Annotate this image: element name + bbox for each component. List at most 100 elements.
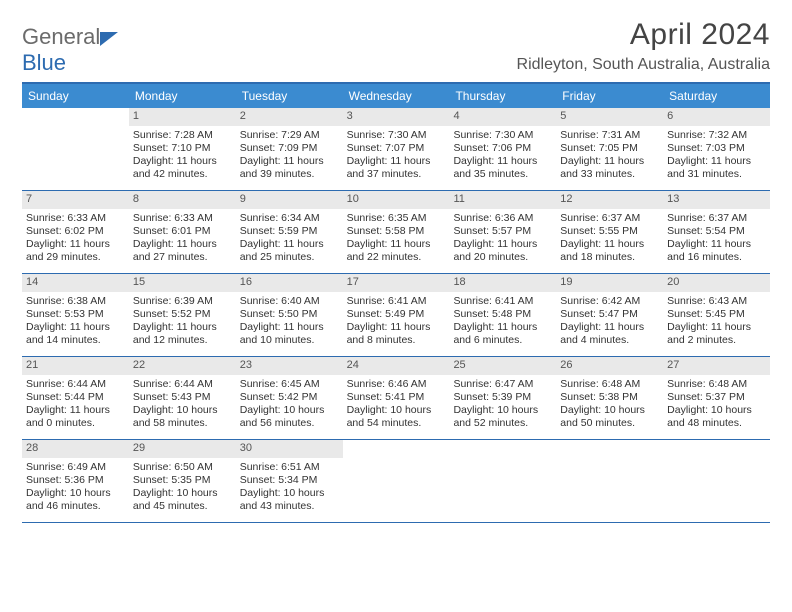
day-cell: 8 Sunrise: 6:33 AMSunset: 6:01 PMDaylight… <box>129 191 236 273</box>
day-of-week-header: Tuesday <box>236 84 343 108</box>
day-cell: 20Sunrise: 6:43 AMSunset: 5:45 PMDayligh… <box>663 274 770 356</box>
daylight-line: Daylight: 11 hours and 20 minutes. <box>453 238 552 264</box>
day-number: 30 <box>236 440 343 458</box>
sunset-line: Sunset: 5:55 PM <box>560 225 659 238</box>
day-number: 28 <box>22 440 129 458</box>
day-of-week-row: SundayMondayTuesdayWednesdayThursdayFrid… <box>22 84 770 108</box>
sunrise-line: Sunrise: 6:37 AM <box>667 212 766 225</box>
sunset-line: Sunset: 5:37 PM <box>667 391 766 404</box>
sunset-line: Sunset: 5:45 PM <box>667 308 766 321</box>
sunrise-line: Sunrise: 6:49 AM <box>26 461 125 474</box>
sunset-line: Sunset: 5:34 PM <box>240 474 339 487</box>
day-number: 2 <box>236 108 343 126</box>
day-cell: 11Sunrise: 6:36 AMSunset: 5:57 PMDayligh… <box>449 191 556 273</box>
day-cell: 30Sunrise: 6:51 AMSunset: 5:34 PMDayligh… <box>236 440 343 522</box>
day-number: 24 <box>343 357 450 375</box>
daylight-line: Daylight: 10 hours and 43 minutes. <box>240 487 339 513</box>
sunset-line: Sunset: 5:42 PM <box>240 391 339 404</box>
sunrise-line: Sunrise: 7:28 AM <box>133 129 232 142</box>
sunset-line: Sunset: 5:52 PM <box>133 308 232 321</box>
daylight-line: Daylight: 10 hours and 54 minutes. <box>347 404 446 430</box>
sunset-line: Sunset: 5:57 PM <box>453 225 552 238</box>
daylight-line: Daylight: 11 hours and 35 minutes. <box>453 155 552 181</box>
daylight-line: Daylight: 11 hours and 37 minutes. <box>347 155 446 181</box>
day-cell: 1 Sunrise: 7:28 AMSunset: 7:10 PMDaylight… <box>129 108 236 190</box>
day-cell: 22Sunrise: 6:44 AMSunset: 5:43 PMDayligh… <box>129 357 236 439</box>
day-cell: 3Sunrise: 7:30 AMSunset: 7:07 PMDaylight… <box>343 108 450 190</box>
sunrise-line: Sunrise: 6:37 AM <box>560 212 659 225</box>
day-cell: 2Sunrise: 7:29 AMSunset: 7:09 PMDaylight… <box>236 108 343 190</box>
daylight-line: Daylight: 11 hours and 10 minutes. <box>240 321 339 347</box>
sunset-line: Sunset: 5:48 PM <box>453 308 552 321</box>
sunset-line: Sunset: 7:07 PM <box>347 142 446 155</box>
daylight-line: Daylight: 11 hours and 33 minutes. <box>560 155 659 181</box>
sunset-line: Sunset: 5:54 PM <box>667 225 766 238</box>
sunrise-line: Sunrise: 7:31 AM <box>560 129 659 142</box>
daylight-line: Daylight: 10 hours and 58 minutes. <box>133 404 232 430</box>
brand-part1: General <box>22 24 100 49</box>
location-label: Ridleyton, South Australia, Australia <box>517 56 770 74</box>
sunrise-line: Sunrise: 6:47 AM <box>453 378 552 391</box>
sunrise-line: Sunrise: 6:48 AM <box>667 378 766 391</box>
daylight-line: Daylight: 11 hours and 27 minutes. <box>133 238 232 264</box>
sunset-line: Sunset: 6:01 PM <box>133 225 232 238</box>
day-number: 11 <box>449 191 556 209</box>
day-of-week-header: Sunday <box>22 84 129 108</box>
day-cell: 25Sunrise: 6:47 AMSunset: 5:39 PMDayligh… <box>449 357 556 439</box>
daylight-line: Daylight: 11 hours and 8 minutes. <box>347 321 446 347</box>
day-of-week-header: Friday <box>556 84 663 108</box>
day-number: 16 <box>236 274 343 292</box>
sunset-line: Sunset: 5:47 PM <box>560 308 659 321</box>
day-cell: 16Sunrise: 6:40 AMSunset: 5:50 PMDayligh… <box>236 274 343 356</box>
sunrise-line: Sunrise: 6:50 AM <box>133 461 232 474</box>
day-number: 8 <box>129 191 236 209</box>
daylight-line: Daylight: 10 hours and 52 minutes. <box>453 404 552 430</box>
daylight-line: Daylight: 11 hours and 0 minutes. <box>26 404 125 430</box>
sunrise-line: Sunrise: 7:32 AM <box>667 129 766 142</box>
day-cell: 10Sunrise: 6:35 AMSunset: 5:58 PMDayligh… <box>343 191 450 273</box>
daylight-line: Daylight: 10 hours and 56 minutes. <box>240 404 339 430</box>
day-number: 3 <box>343 108 450 126</box>
day-number: 18 <box>449 274 556 292</box>
sunset-line: Sunset: 7:10 PM <box>133 142 232 155</box>
daylight-line: Daylight: 11 hours and 42 minutes. <box>133 155 232 181</box>
daylight-line: Daylight: 11 hours and 39 minutes. <box>240 155 339 181</box>
day-cell: 26Sunrise: 6:48 AMSunset: 5:38 PMDayligh… <box>556 357 663 439</box>
brand-part2: Blue <box>22 50 66 75</box>
sunset-line: Sunset: 5:58 PM <box>347 225 446 238</box>
sunset-line: Sunset: 7:05 PM <box>560 142 659 155</box>
day-of-week-header: Wednesday <box>343 84 450 108</box>
header: GeneralBlue April 2024 Ridleyton, South … <box>22 18 770 76</box>
daylight-line: Daylight: 11 hours and 25 minutes. <box>240 238 339 264</box>
daylight-line: Daylight: 11 hours and 6 minutes. <box>453 321 552 347</box>
sunrise-line: Sunrise: 6:41 AM <box>453 295 552 308</box>
daylight-line: Daylight: 11 hours and 4 minutes. <box>560 321 659 347</box>
day-cell: 14Sunrise: 6:38 AMSunset: 5:53 PMDayligh… <box>22 274 129 356</box>
sunrise-line: Sunrise: 6:40 AM <box>240 295 339 308</box>
sunset-line: Sunset: 6:02 PM <box>26 225 125 238</box>
daylight-line: Daylight: 11 hours and 2 minutes. <box>667 321 766 347</box>
sunset-line: Sunset: 7:09 PM <box>240 142 339 155</box>
week-row: 14Sunrise: 6:38 AMSunset: 5:53 PMDayligh… <box>22 274 770 357</box>
sunrise-line: Sunrise: 6:34 AM <box>240 212 339 225</box>
daylight-line: Daylight: 11 hours and 29 minutes. <box>26 238 125 264</box>
day-cell <box>449 440 556 522</box>
daylight-line: Daylight: 11 hours and 31 minutes. <box>667 155 766 181</box>
brand-logo: GeneralBlue <box>22 24 118 76</box>
day-number: 29 <box>129 440 236 458</box>
brand-text: GeneralBlue <box>22 24 118 76</box>
day-cell: 18 Sunrise: 6:41 AMSunset: 5:48 PMDayligh… <box>449 274 556 356</box>
day-cell <box>556 440 663 522</box>
daylight-line: Daylight: 10 hours and 45 minutes. <box>133 487 232 513</box>
sunrise-line: Sunrise: 7:30 AM <box>453 129 552 142</box>
sunrise-line: Sunrise: 6:41 AM <box>347 295 446 308</box>
day-cell <box>343 440 450 522</box>
sunrise-line: Sunrise: 6:39 AM <box>133 295 232 308</box>
day-number: 1 <box>129 108 236 126</box>
day-of-week-header: Thursday <box>449 84 556 108</box>
day-cell: 6Sunrise: 7:32 AMSunset: 7:03 PMDaylight… <box>663 108 770 190</box>
sunrise-line: Sunrise: 6:33 AM <box>133 212 232 225</box>
daylight-line: Daylight: 11 hours and 12 minutes. <box>133 321 232 347</box>
day-cell: 29Sunrise: 6:50 AMSunset: 5:35 PMDayligh… <box>129 440 236 522</box>
sunset-line: Sunset: 5:36 PM <box>26 474 125 487</box>
